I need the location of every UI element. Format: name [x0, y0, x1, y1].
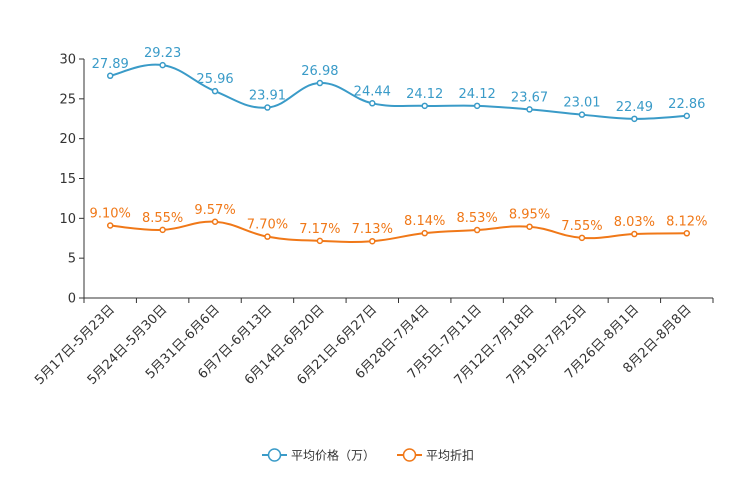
data-label: 8.53% — [456, 211, 497, 226]
data-point[interactable] — [421, 229, 428, 237]
data-point[interactable] — [631, 115, 638, 123]
y-tick-label: 10 — [59, 212, 76, 227]
data-point[interactable] — [526, 106, 533, 113]
data-point[interactable] — [421, 102, 428, 110]
data-label: 7.70% — [247, 218, 288, 233]
data-label: 22.49 — [616, 100, 653, 115]
y-tick-label: 20 — [59, 132, 76, 147]
y-tick-label: 5 — [68, 252, 76, 267]
data-label: 23.91 — [249, 89, 286, 104]
y-tick-label: 30 — [59, 53, 76, 68]
data-label: 8.95% — [509, 208, 550, 223]
data-point[interactable] — [106, 72, 114, 80]
data-point[interactable] — [369, 237, 376, 245]
data-label: 8.14% — [404, 214, 445, 229]
data-label: 24.44 — [354, 84, 391, 99]
data-label: 24.12 — [459, 87, 496, 102]
series-line-2 — [110, 220, 687, 244]
data-label: 9.10% — [90, 207, 131, 222]
label-layer: 27.89 29.23 25.96 23.91 26.98 24.44 24.12 24.12… — [90, 46, 708, 237]
legend-label[interactable]: 平均价格（万） — [291, 448, 375, 463]
data-point[interactable] — [683, 112, 691, 120]
data-point[interactable] — [473, 102, 481, 110]
data-point[interactable] — [316, 79, 324, 87]
data-point[interactable] — [264, 233, 271, 240]
data-label: 7.13% — [352, 222, 393, 237]
data-point[interactable] — [683, 230, 691, 237]
data-label: 7.55% — [561, 219, 602, 234]
data-label: 8.12% — [666, 214, 707, 229]
legend[interactable]: 平均价格（万） 平均折扣 — [262, 448, 474, 463]
y-tick-label: 25 — [59, 92, 76, 107]
data-point[interactable] — [631, 230, 638, 238]
y-tick-label: 15 — [59, 172, 76, 187]
data-label: 27.89 — [92, 57, 129, 72]
data-point[interactable] — [264, 104, 271, 111]
data-label: 23.01 — [563, 96, 600, 111]
data-label: 29.23 — [144, 46, 181, 61]
data-label: 24.12 — [406, 87, 443, 102]
data-label: 8.03% — [614, 215, 655, 230]
data-label: 9.57% — [194, 203, 235, 218]
data-point[interactable] — [106, 222, 114, 229]
data-point[interactable] — [473, 226, 481, 234]
data-label: 7.17% — [299, 222, 340, 237]
data-label: 23.67 — [511, 90, 548, 105]
data-point[interactable] — [526, 223, 533, 230]
legend-swatch-marker — [402, 448, 417, 462]
data-point[interactable] — [211, 87, 219, 95]
data-label: 8.55% — [142, 211, 183, 226]
y-tick-label: 0 — [68, 292, 76, 307]
data-point[interactable] — [578, 234, 586, 242]
data-point[interactable] — [316, 237, 324, 245]
data-label: 26.98 — [301, 64, 338, 79]
legend-swatch-marker — [267, 448, 282, 462]
data-point[interactable] — [369, 100, 376, 107]
data-point[interactable] — [159, 61, 166, 69]
series-layer — [106, 61, 691, 245]
data-point[interactable] — [159, 226, 166, 234]
data-point[interactable] — [578, 111, 586, 118]
data-label: 25.96 — [196, 72, 233, 87]
series-line-1 — [109, 63, 687, 120]
legend-label[interactable]: 平均折扣 — [426, 448, 474, 463]
data-point[interactable] — [211, 218, 219, 226]
data-label: 22.86 — [668, 97, 705, 112]
